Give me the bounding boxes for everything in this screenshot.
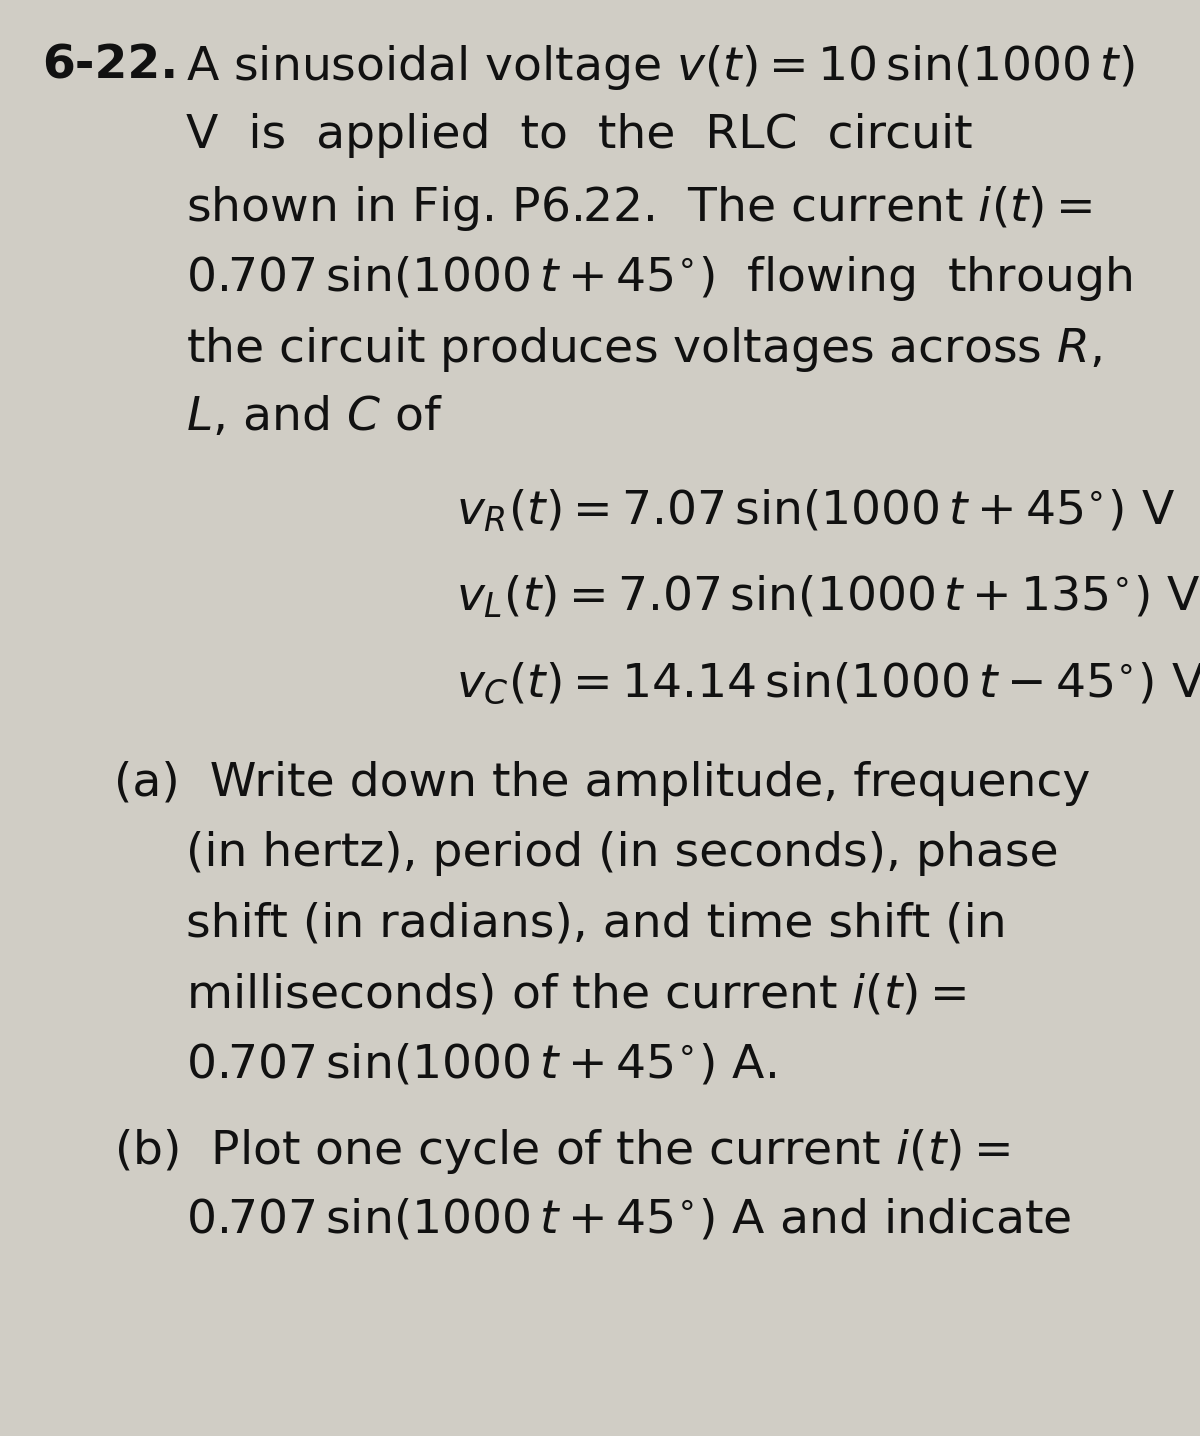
Text: V  is  applied  to  the  RLC  circuit: V is applied to the RLC circuit [186, 113, 973, 158]
Text: 6-22.: 6-22. [42, 43, 179, 88]
Text: milliseconds) of the current $i(t) =$: milliseconds) of the current $i(t) =$ [186, 972, 966, 1017]
Text: the circuit produces voltages across $R$,: the circuit produces voltages across $R$… [186, 325, 1102, 373]
Text: (a)  Write down the amplitude, frequency: (a) Write down the amplitude, frequency [114, 761, 1091, 806]
Text: $v_L(t) = 7.07\,\mathrm{sin}(1000\,t + 135^{\circ})$ V: $v_L(t) = 7.07\,\mathrm{sin}(1000\,t + 1… [456, 574, 1200, 620]
Text: shown in Fig. P6.22.  The current $i(t) =$: shown in Fig. P6.22. The current $i(t) =… [186, 184, 1092, 233]
Text: $L$, and $C$ of: $L$, and $C$ of [186, 395, 443, 439]
Text: (in hertz), period (in seconds), phase: (in hertz), period (in seconds), phase [186, 831, 1058, 876]
Text: $v_R(t) = 7.07\,\mathrm{sin}(1000\,t + 45^{\circ})$ V: $v_R(t) = 7.07\,\mathrm{sin}(1000\,t + 4… [456, 488, 1175, 534]
Text: A sinusoidal voltage $v(t) = 10\,\mathrm{sin}(1000\,t)$: A sinusoidal voltage $v(t) = 10\,\mathrm… [186, 43, 1134, 92]
Text: $0.707\,\mathrm{sin}(1000\,t + 45^{\circ})$ A.: $0.707\,\mathrm{sin}(1000\,t + 45^{\circ… [186, 1043, 776, 1087]
Text: $0.707\,\mathrm{sin}(1000\,t + 45^{\circ})$  flowing  through: $0.707\,\mathrm{sin}(1000\,t + 45^{\circ… [186, 254, 1132, 303]
Text: shift (in radians), and time shift (in: shift (in radians), and time shift (in [186, 902, 1007, 946]
Text: $0.707\,\mathrm{sin}(1000\,t + 45^{\circ})$ A and indicate: $0.707\,\mathrm{sin}(1000\,t + 45^{\circ… [186, 1198, 1072, 1242]
Text: (b)  Plot one cycle of the current $i(t) =$: (b) Plot one cycle of the current $i(t) … [114, 1127, 1010, 1176]
Text: $v_C(t) = 14.14\,\mathrm{sin}(1000\,t - 45^{\circ})$ V.: $v_C(t) = 14.14\,\mathrm{sin}(1000\,t - … [456, 661, 1200, 707]
